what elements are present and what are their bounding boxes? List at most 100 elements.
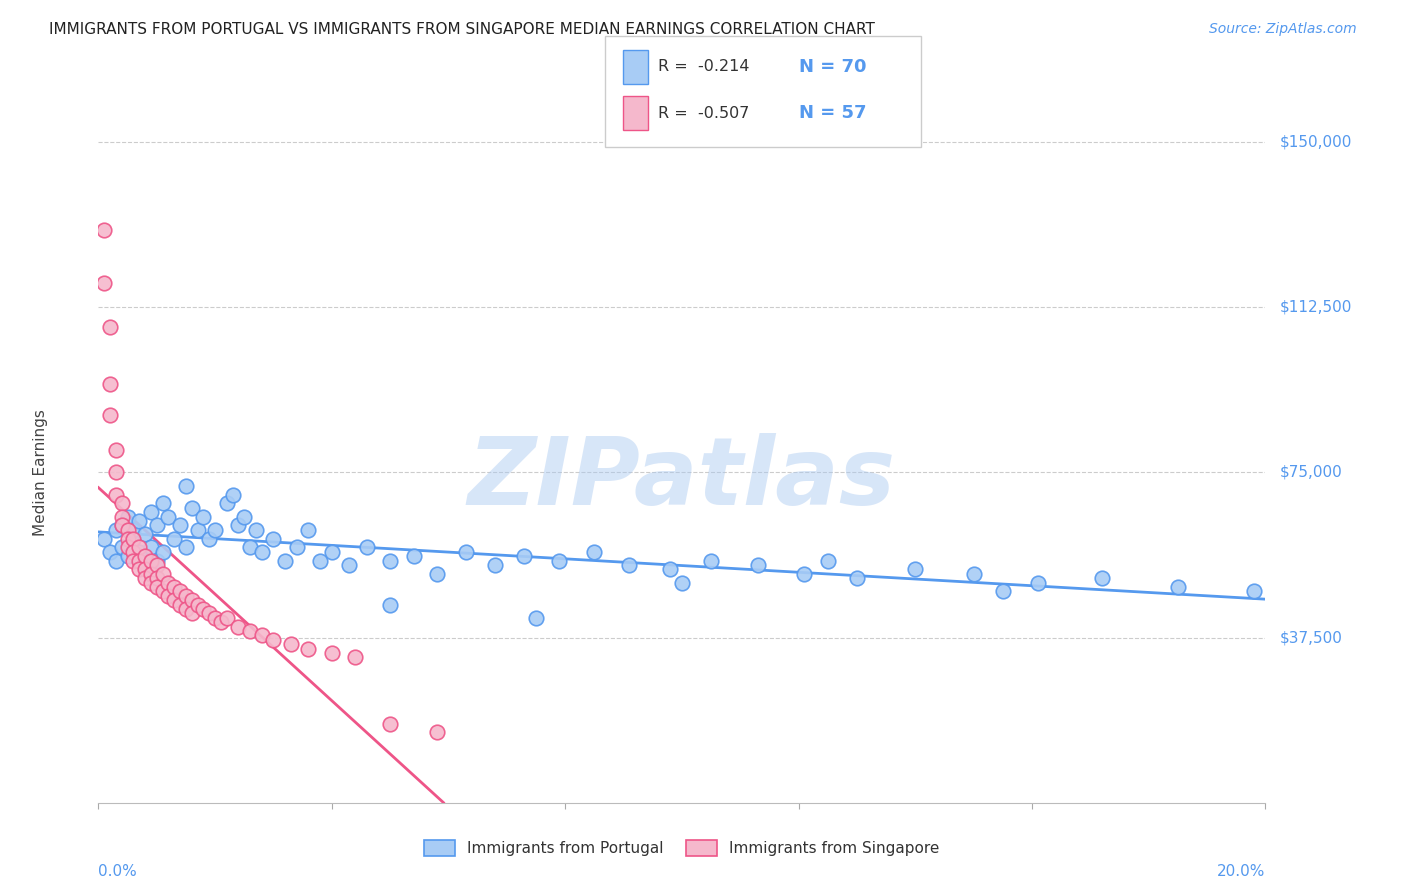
Text: ZIPatlas: ZIPatlas — [468, 433, 896, 524]
Point — [169, 518, 191, 533]
Point — [163, 532, 186, 546]
Point — [274, 553, 297, 567]
Point — [139, 541, 162, 555]
Point — [98, 409, 121, 423]
Point — [111, 518, 134, 533]
Text: R =  -0.507: R = -0.507 — [658, 106, 749, 120]
Point — [454, 545, 477, 559]
Point — [122, 532, 145, 546]
Point — [524, 611, 547, 625]
Point — [904, 562, 927, 576]
Point — [380, 598, 402, 612]
Point — [402, 549, 425, 564]
Point — [962, 566, 984, 581]
Point — [198, 607, 221, 621]
Point — [180, 607, 202, 621]
Point — [122, 545, 145, 559]
Point — [297, 641, 319, 656]
Point — [991, 584, 1014, 599]
Text: R =  -0.214: R = -0.214 — [658, 60, 749, 74]
Legend: Immigrants from Portugal, Immigrants from Singapore: Immigrants from Portugal, Immigrants fro… — [418, 834, 946, 862]
Text: 20.0%: 20.0% — [1218, 864, 1265, 880]
Point — [198, 532, 221, 546]
Point — [146, 571, 169, 585]
Point — [187, 598, 209, 612]
Point — [262, 532, 284, 546]
Point — [1167, 580, 1189, 594]
Point — [548, 553, 571, 567]
Text: N = 57: N = 57 — [799, 104, 866, 122]
Point — [817, 553, 839, 567]
Point — [1243, 584, 1265, 599]
Point — [228, 619, 250, 633]
Point — [659, 562, 682, 576]
Point — [128, 562, 150, 576]
Point — [356, 541, 378, 555]
Point — [380, 553, 402, 567]
Point — [146, 558, 169, 572]
Point — [619, 558, 641, 572]
Point — [117, 549, 139, 564]
Point — [215, 496, 238, 510]
Point — [239, 541, 262, 555]
Point — [146, 580, 169, 594]
Point — [93, 276, 115, 290]
Point — [163, 580, 186, 594]
Point — [104, 443, 127, 458]
Point — [93, 223, 115, 237]
Point — [104, 523, 127, 537]
Point — [337, 558, 360, 572]
Point — [1026, 575, 1049, 590]
Text: $37,500: $37,500 — [1279, 630, 1343, 645]
Point — [250, 628, 273, 642]
Point — [174, 602, 197, 616]
Point — [215, 611, 238, 625]
Point — [111, 509, 134, 524]
Point — [262, 632, 284, 647]
Point — [583, 545, 606, 559]
Point — [128, 541, 150, 555]
Point — [193, 509, 215, 524]
Point — [134, 558, 156, 572]
Point — [152, 545, 174, 559]
Point — [128, 553, 150, 567]
Text: 0.0%: 0.0% — [98, 864, 138, 880]
Point — [321, 545, 343, 559]
Point — [209, 615, 232, 630]
Point — [134, 527, 156, 541]
Text: Median Earnings: Median Earnings — [32, 409, 48, 536]
Point — [747, 558, 769, 572]
Point — [117, 523, 139, 537]
Point — [793, 566, 815, 581]
Point — [134, 571, 156, 585]
Text: $75,000: $75,000 — [1279, 465, 1343, 480]
Point — [484, 558, 506, 572]
Point — [117, 532, 139, 546]
Point — [180, 593, 202, 607]
Point — [297, 523, 319, 537]
Point — [163, 593, 186, 607]
Point — [309, 553, 332, 567]
Point — [111, 496, 134, 510]
Point — [233, 509, 256, 524]
Point — [122, 523, 145, 537]
Point — [426, 566, 449, 581]
Text: N = 70: N = 70 — [799, 58, 866, 76]
Point — [152, 496, 174, 510]
Point — [98, 320, 121, 334]
Text: Source: ZipAtlas.com: Source: ZipAtlas.com — [1209, 22, 1357, 37]
Point — [321, 646, 343, 660]
Point — [98, 377, 121, 392]
Point — [700, 553, 723, 567]
Point — [174, 478, 197, 492]
Point — [111, 541, 134, 555]
Text: IMMIGRANTS FROM PORTUGAL VS IMMIGRANTS FROM SINGAPORE MEDIAN EARNINGS CORRELATIO: IMMIGRANTS FROM PORTUGAL VS IMMIGRANTS F… — [49, 22, 875, 37]
Point — [426, 725, 449, 739]
Point — [134, 562, 156, 576]
Point — [846, 571, 869, 585]
Text: $150,000: $150,000 — [1279, 135, 1353, 150]
Point — [1091, 571, 1114, 585]
Point — [380, 716, 402, 731]
Point — [128, 545, 150, 559]
Point — [221, 487, 243, 501]
